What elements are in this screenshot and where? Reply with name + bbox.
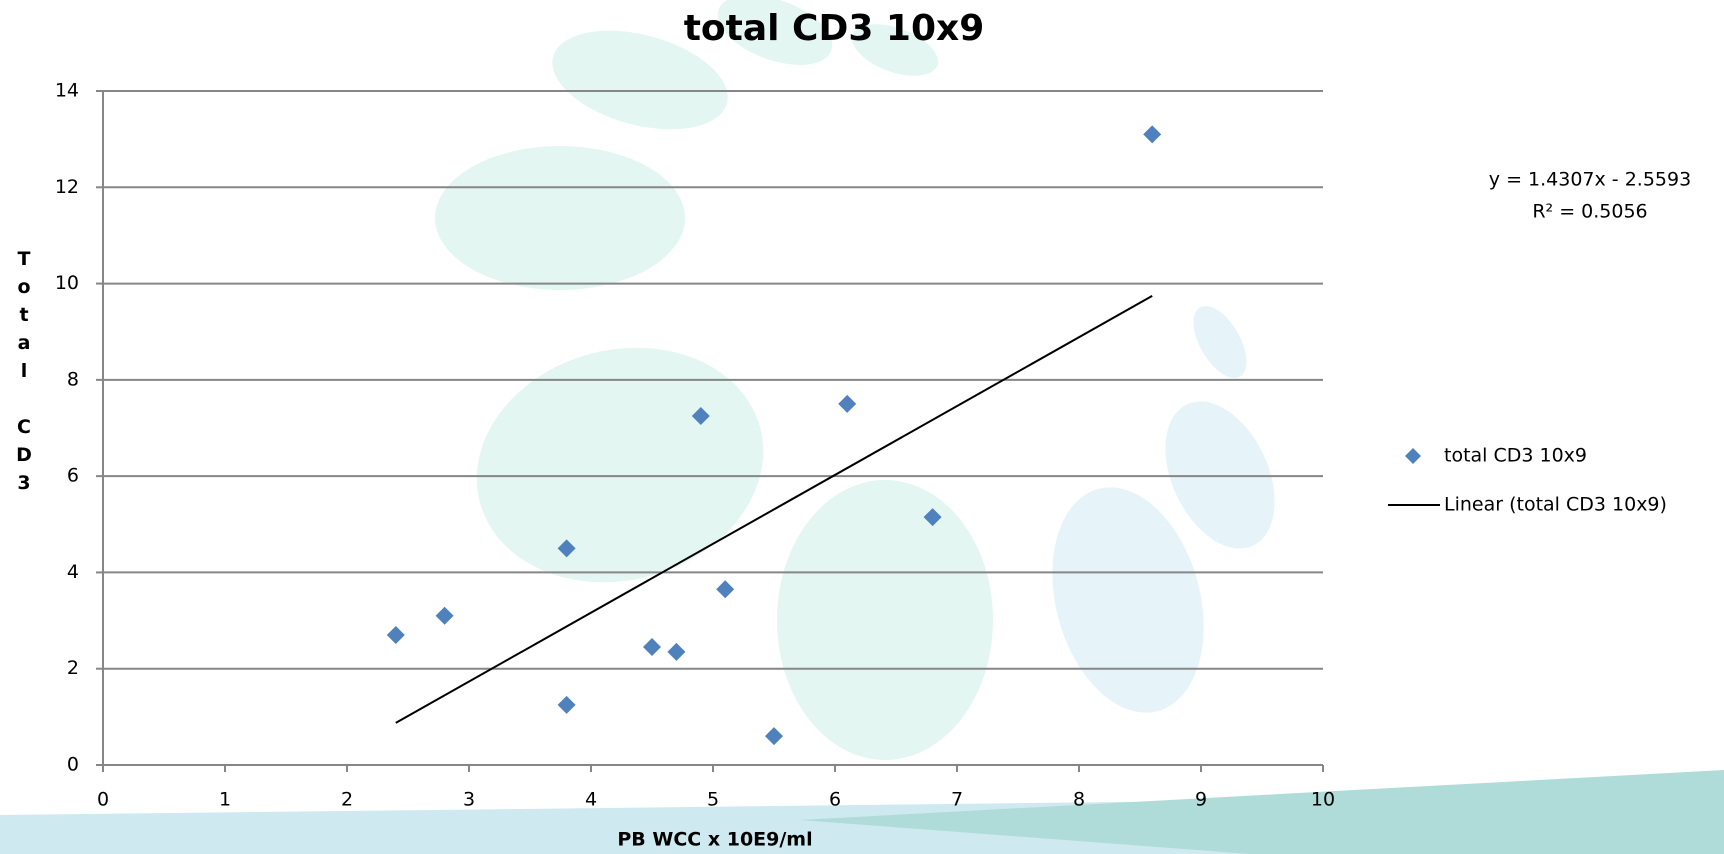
y-tick-label: 10 [55,272,79,294]
point [838,395,856,413]
y-axis-label: Total CD3 [14,248,34,500]
x-tick-label: 10 [1311,789,1335,811]
point [667,643,685,661]
point [716,580,734,598]
point [387,626,405,644]
x-tick-label: 2 [341,789,353,811]
x-tick-label: 1 [219,789,231,811]
x-tick-label: 3 [463,789,475,811]
point [436,607,454,625]
y-tick-label: 4 [67,561,79,583]
point [643,638,661,656]
x-tick-label: 5 [707,789,719,811]
chart-title: total CD3 10x9 [684,8,985,49]
legend-label: Linear (total CD3 10x9) [1444,494,1667,516]
y-tick-label: 6 [67,465,79,487]
x-tick-label: 4 [585,789,597,811]
x-tick-label: 6 [829,789,841,811]
x-tick-label: 8 [1073,789,1085,811]
background-decor [0,0,1724,854]
legend-label: total CD3 10x9 [1444,445,1587,467]
point [1143,125,1161,143]
y-tick-label: 14 [55,80,79,102]
x-tick-label: 7 [951,789,963,811]
x-tick-label: 0 [97,789,109,811]
y-tick-label: 8 [67,368,79,390]
point [765,727,783,745]
x-axis-label: PB WCC x 10E9/ml [617,829,812,851]
page: total CD3 10x9 PB WCC x 10E9/ml y = 1.43… [0,0,1724,854]
y-tick-label: 0 [67,754,79,776]
legend-marker [1405,448,1421,464]
point [558,696,576,714]
y-tick-label: 2 [67,657,79,679]
trend-equation: y = 1.4307x - 2.5593 [1489,169,1691,191]
chart: total CD3 10x9 PB WCC x 10E9/ml y = 1.43… [0,0,1724,854]
trend-r2: R² = 0.5056 [1532,201,1647,223]
y-tick-label: 12 [55,176,79,198]
x-tick-label: 9 [1195,789,1207,811]
